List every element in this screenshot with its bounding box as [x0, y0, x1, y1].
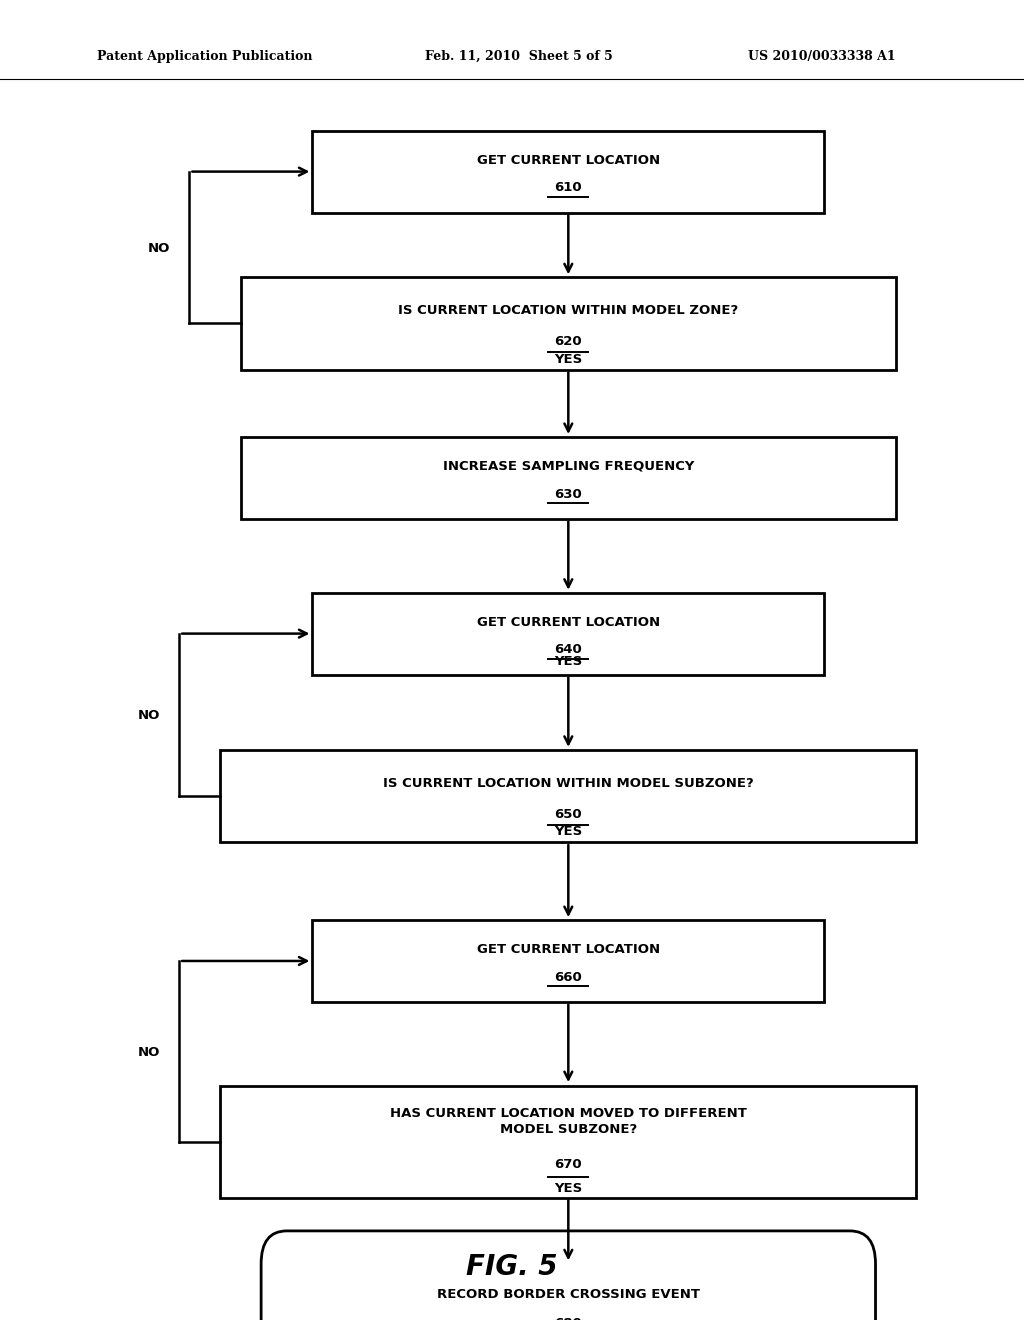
- Bar: [220, 1085, 916, 1199]
- Text: 680: 680: [554, 1317, 583, 1320]
- Text: YES: YES: [554, 352, 583, 366]
- Text: YES: YES: [554, 655, 583, 668]
- Bar: [312, 920, 824, 1002]
- Text: IS CURRENT LOCATION WITHIN MODEL SUBZONE?: IS CURRENT LOCATION WITHIN MODEL SUBZONE…: [383, 776, 754, 789]
- Text: 630: 630: [554, 487, 583, 500]
- Text: 620: 620: [555, 335, 582, 348]
- Bar: [312, 593, 824, 675]
- Text: 610: 610: [555, 181, 582, 194]
- Text: GET CURRENT LOCATION: GET CURRENT LOCATION: [477, 615, 659, 628]
- Text: NO: NO: [147, 242, 170, 255]
- FancyBboxPatch shape: [261, 1230, 876, 1320]
- Text: FIG. 5: FIG. 5: [466, 1253, 558, 1282]
- Text: US 2010/0033338 A1: US 2010/0033338 A1: [748, 50, 895, 63]
- Bar: [241, 277, 896, 370]
- Bar: [241, 437, 896, 519]
- Text: HAS CURRENT LOCATION MOVED TO DIFFERENT
MODEL SUBZONE?: HAS CURRENT LOCATION MOVED TO DIFFERENT …: [390, 1107, 746, 1135]
- Text: RECORD BORDER CROSSING EVENT: RECORD BORDER CROSSING EVENT: [437, 1288, 699, 1302]
- Text: 670: 670: [555, 1158, 582, 1171]
- Text: Feb. 11, 2010  Sheet 5 of 5: Feb. 11, 2010 Sheet 5 of 5: [425, 50, 612, 63]
- Text: 660: 660: [554, 970, 583, 983]
- Text: GET CURRENT LOCATION: GET CURRENT LOCATION: [477, 942, 659, 956]
- Text: IS CURRENT LOCATION WITHIN MODEL ZONE?: IS CURRENT LOCATION WITHIN MODEL ZONE?: [398, 304, 738, 317]
- Text: 640: 640: [554, 643, 583, 656]
- Bar: [312, 131, 824, 213]
- Text: 650: 650: [555, 808, 582, 821]
- Text: NO: NO: [137, 1045, 160, 1059]
- Bar: [220, 750, 916, 842]
- Text: GET CURRENT LOCATION: GET CURRENT LOCATION: [477, 153, 659, 166]
- Text: YES: YES: [554, 825, 583, 838]
- Text: INCREASE SAMPLING FREQUENCY: INCREASE SAMPLING FREQUENCY: [442, 459, 694, 473]
- Text: YES: YES: [554, 1181, 583, 1195]
- Text: NO: NO: [137, 709, 160, 722]
- Text: Patent Application Publication: Patent Application Publication: [97, 50, 312, 63]
